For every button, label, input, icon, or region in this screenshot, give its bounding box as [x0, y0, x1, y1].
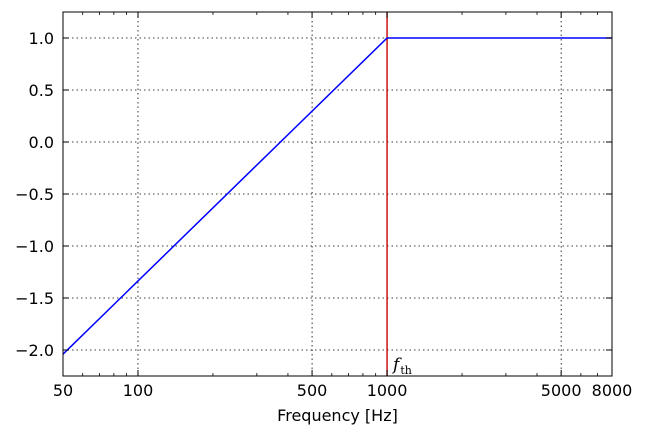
axis-ticks: 50 100 500 1000 5000 8000 −2.0 −1.5 −1.0 −0.5 0.0 0…: [15, 12, 632, 400]
annotations: fth: [391, 355, 412, 377]
x-tick-label: 500: [297, 381, 328, 400]
x-tick-label: 8000: [592, 381, 633, 400]
x-tick-label: 1000: [367, 381, 408, 400]
y-tick-label: −0.5: [15, 185, 54, 204]
grid-lines: [62, 12, 613, 376]
series-lines: [62, 37, 612, 355]
y-tick-label: −1.0: [15, 237, 54, 256]
y-tick-label: 1.0: [29, 29, 54, 48]
x-tick-label: 5000: [541, 381, 582, 400]
y-tick-label: −1.5: [15, 289, 54, 308]
y-tick-label: −2.0: [15, 341, 54, 360]
x-tick-label: 50: [53, 381, 73, 400]
x-axis-label: Frequency [Hz]: [277, 406, 398, 425]
threshold-label: fth: [391, 355, 412, 377]
series-line: [62, 37, 612, 355]
y-tick-label: 0.0: [29, 133, 54, 152]
x-tick-label: 100: [123, 381, 154, 400]
y-tick-label: 0.5: [29, 81, 54, 100]
